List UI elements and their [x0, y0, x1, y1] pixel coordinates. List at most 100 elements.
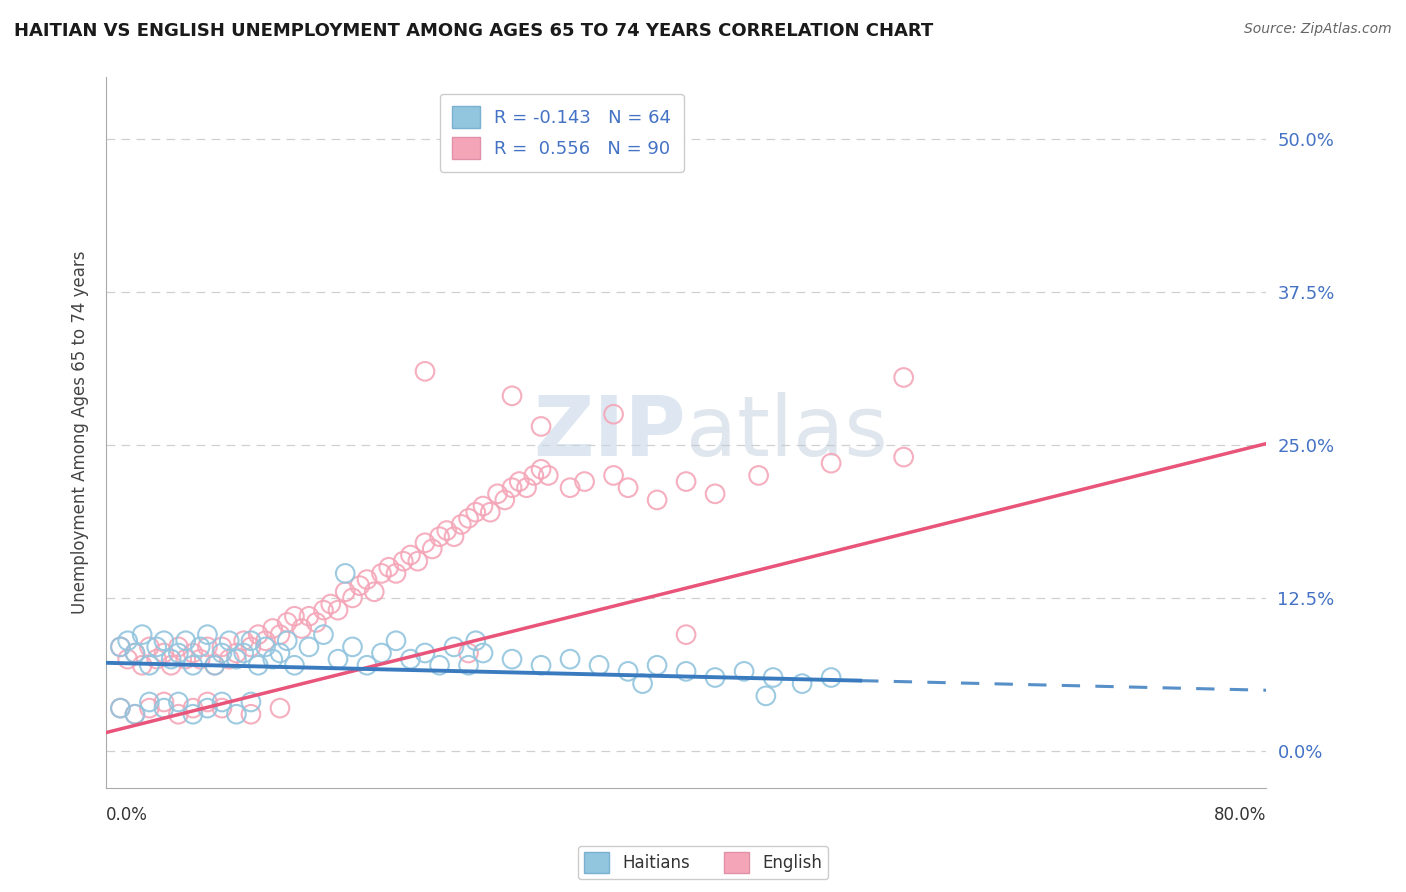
Point	[181, 701, 204, 715]
Point	[558, 481, 581, 495]
Point	[399, 548, 422, 562]
Point	[153, 701, 176, 715]
Point	[153, 646, 176, 660]
Point	[617, 665, 640, 679]
Point	[283, 609, 305, 624]
Point	[349, 579, 371, 593]
Point	[181, 646, 204, 660]
Point	[429, 658, 451, 673]
Point	[413, 536, 436, 550]
Point	[530, 462, 553, 476]
Point	[167, 707, 190, 722]
Point	[326, 603, 349, 617]
Point	[305, 615, 328, 630]
Point	[457, 646, 479, 660]
Point	[893, 370, 915, 384]
Point	[239, 707, 262, 722]
Point	[145, 652, 167, 666]
Point	[617, 481, 640, 495]
Point	[385, 566, 408, 581]
Point	[356, 573, 378, 587]
Point	[342, 640, 364, 654]
Point	[704, 487, 727, 501]
Point	[225, 652, 247, 666]
Point	[472, 499, 495, 513]
Point	[457, 511, 479, 525]
Point	[450, 517, 472, 532]
Point	[602, 407, 624, 421]
Point	[181, 707, 204, 722]
Point	[436, 524, 458, 538]
Point	[312, 627, 335, 641]
Point	[464, 505, 486, 519]
Point	[117, 652, 139, 666]
Point	[167, 640, 190, 654]
Legend: R = -0.143   N = 64, R =  0.556   N = 90: R = -0.143 N = 64, R = 0.556 N = 90	[440, 94, 683, 172]
Point	[486, 487, 509, 501]
Point	[631, 676, 654, 690]
Point	[110, 701, 132, 715]
Point	[204, 658, 226, 673]
Point	[110, 701, 132, 715]
Point	[820, 456, 842, 470]
Point	[254, 633, 277, 648]
Point	[181, 658, 204, 673]
Point	[131, 627, 153, 641]
Point	[792, 676, 814, 690]
Point	[762, 671, 785, 685]
Point	[530, 658, 553, 673]
Point	[298, 609, 321, 624]
Point	[893, 450, 915, 464]
Point	[110, 640, 132, 654]
Point	[239, 633, 262, 648]
Point	[501, 389, 523, 403]
Point	[153, 695, 176, 709]
Point	[523, 468, 546, 483]
Point	[413, 646, 436, 660]
Point	[356, 658, 378, 673]
Point	[363, 584, 385, 599]
Point	[645, 492, 668, 507]
Point	[218, 633, 240, 648]
Point	[319, 597, 342, 611]
Point	[188, 652, 211, 666]
Point	[370, 566, 392, 581]
Point	[225, 707, 247, 722]
Point	[197, 627, 219, 641]
Point	[131, 658, 153, 673]
Point	[370, 646, 392, 660]
Point	[276, 615, 298, 630]
Point	[420, 541, 443, 556]
Text: HAITIAN VS ENGLISH UNEMPLOYMENT AMONG AGES 65 TO 74 YEARS CORRELATION CHART: HAITIAN VS ENGLISH UNEMPLOYMENT AMONG AG…	[14, 22, 934, 40]
Point	[558, 652, 581, 666]
Point	[124, 646, 146, 660]
Text: atlas: atlas	[686, 392, 887, 473]
Point	[312, 603, 335, 617]
Point	[225, 646, 247, 660]
Point	[457, 658, 479, 673]
Point	[138, 695, 160, 709]
Point	[174, 652, 197, 666]
Point	[537, 468, 560, 483]
Point	[211, 695, 233, 709]
Point	[269, 627, 291, 641]
Point	[262, 652, 284, 666]
Point	[501, 481, 523, 495]
Point	[399, 652, 422, 666]
Point	[138, 701, 160, 715]
Point	[145, 640, 167, 654]
Point	[602, 468, 624, 483]
Point	[262, 622, 284, 636]
Text: ZIP: ZIP	[534, 392, 686, 473]
Point	[124, 646, 146, 660]
Point	[472, 646, 495, 660]
Point	[429, 530, 451, 544]
Point	[335, 566, 357, 581]
Point	[291, 622, 314, 636]
Point	[385, 633, 408, 648]
Point	[124, 707, 146, 722]
Point	[748, 468, 770, 483]
Point	[232, 633, 254, 648]
Point	[211, 640, 233, 654]
Point	[232, 646, 254, 660]
